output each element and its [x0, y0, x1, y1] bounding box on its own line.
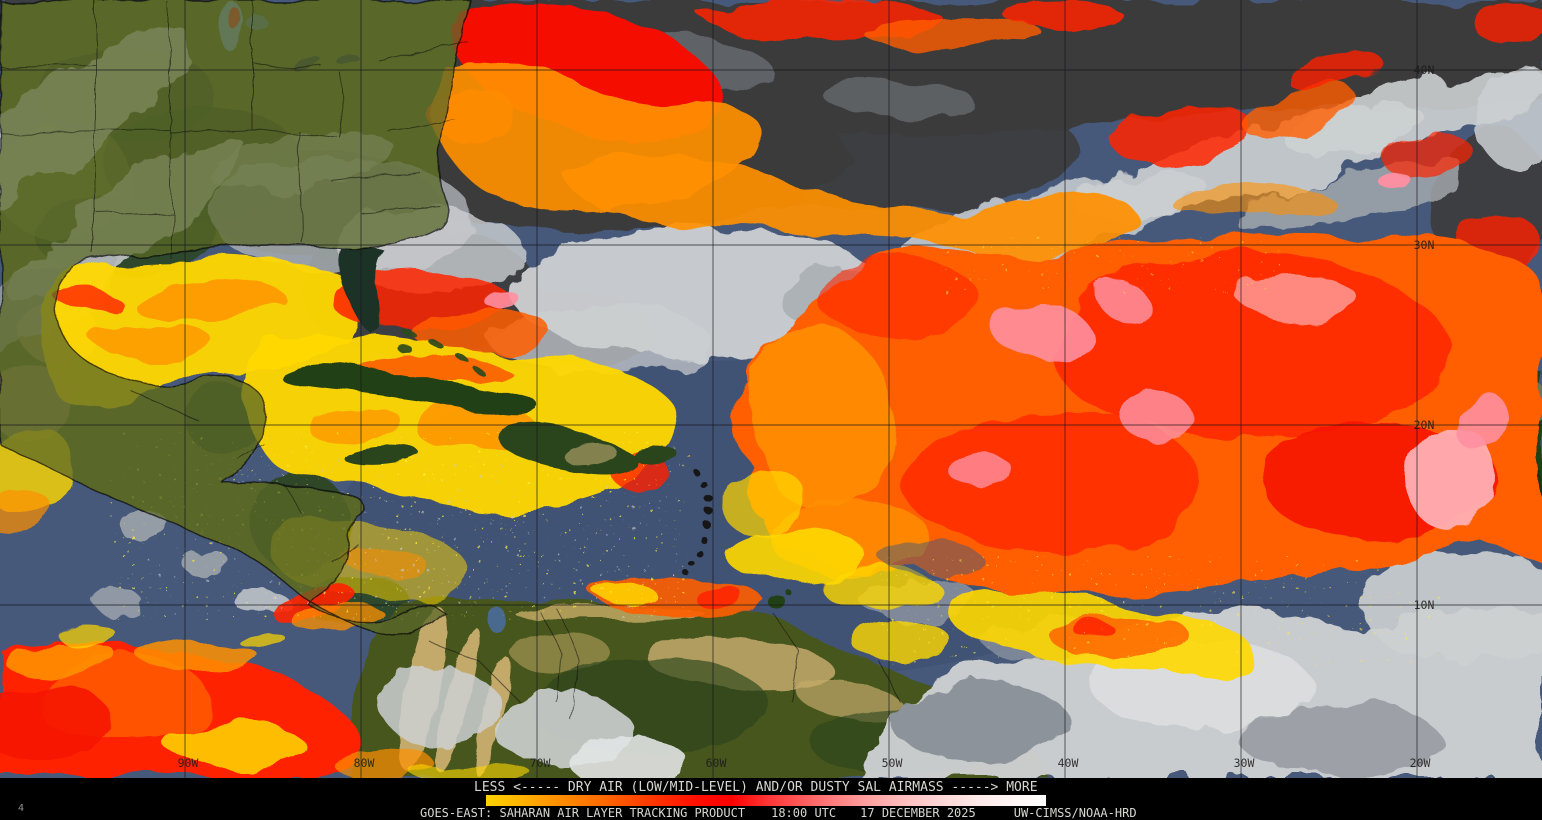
product-credit: UW-CIMSS/NOAA-HRD [1013, 806, 1137, 820]
satellite-map-canvas: 40N 30N 20N 10N 90W 80W 70W 60W 50W 40W … [0, 0, 1542, 778]
latlon-grid [0, 0, 1542, 778]
lon-label-40w: 40W [1058, 756, 1079, 770]
lat-label-20n: 20N [1414, 418, 1435, 432]
lon-label-80w: 80W [354, 756, 375, 770]
sal-north-speckle [940, 235, 1280, 295]
lat-label-40n: 40N [1414, 63, 1435, 77]
puerto-rico [631, 447, 679, 463]
product-title: GOES-EAST: SAHARAN AIR LAYER TRACKING PR… [420, 806, 746, 820]
product-date: 17 DECEMBER 2025 [860, 806, 976, 820]
lon-label-30w: 30W [1234, 756, 1255, 770]
tobago [784, 588, 790, 594]
colorbar [486, 795, 1046, 806]
lat-label-30n: 30N [1414, 238, 1435, 252]
lon-label-70w: 70W [530, 756, 551, 770]
lon-label-20w: 20W [1410, 756, 1431, 770]
trinidad [766, 593, 784, 607]
cuba [280, 364, 540, 416]
lon-label-60w: 60W [706, 756, 727, 770]
bahamas [395, 328, 484, 375]
satellite-map: 40N 30N 20N 10N 90W 80W 70W 60W 50W 40W … [0, 0, 1542, 778]
corner-mark: 4 [18, 803, 25, 814]
legend-bar: LESS <----- DRY AIR (LOW/MID-LEVEL) AND/… [0, 778, 1542, 820]
grid-labels: 40N 30N 20N 10N 90W 80W 70W 60W 50W 40W … [178, 63, 1435, 770]
lesser-antilles [684, 467, 712, 577]
colorbar-scale-text: LESS <----- DRY AIR (LOW/MID-LEVEL) AND/… [474, 780, 1038, 795]
hispaniola [498, 423, 636, 474]
lat-label-10n: 10N [1414, 598, 1435, 612]
boundary-overlay [0, 0, 901, 723]
product-source-line: GOES-EAST: SAHARAN AIR LAYER TRACKING PR… [420, 806, 1137, 820]
lon-label-90w: 90W [178, 756, 199, 770]
sal-boundary-speckle [880, 556, 1440, 666]
sal-africa-pink-zone [1407, 423, 1497, 533]
jamaica [344, 446, 420, 466]
lon-label-50w: 50W [882, 756, 903, 770]
product-time: 18:00 UTC [771, 806, 837, 820]
